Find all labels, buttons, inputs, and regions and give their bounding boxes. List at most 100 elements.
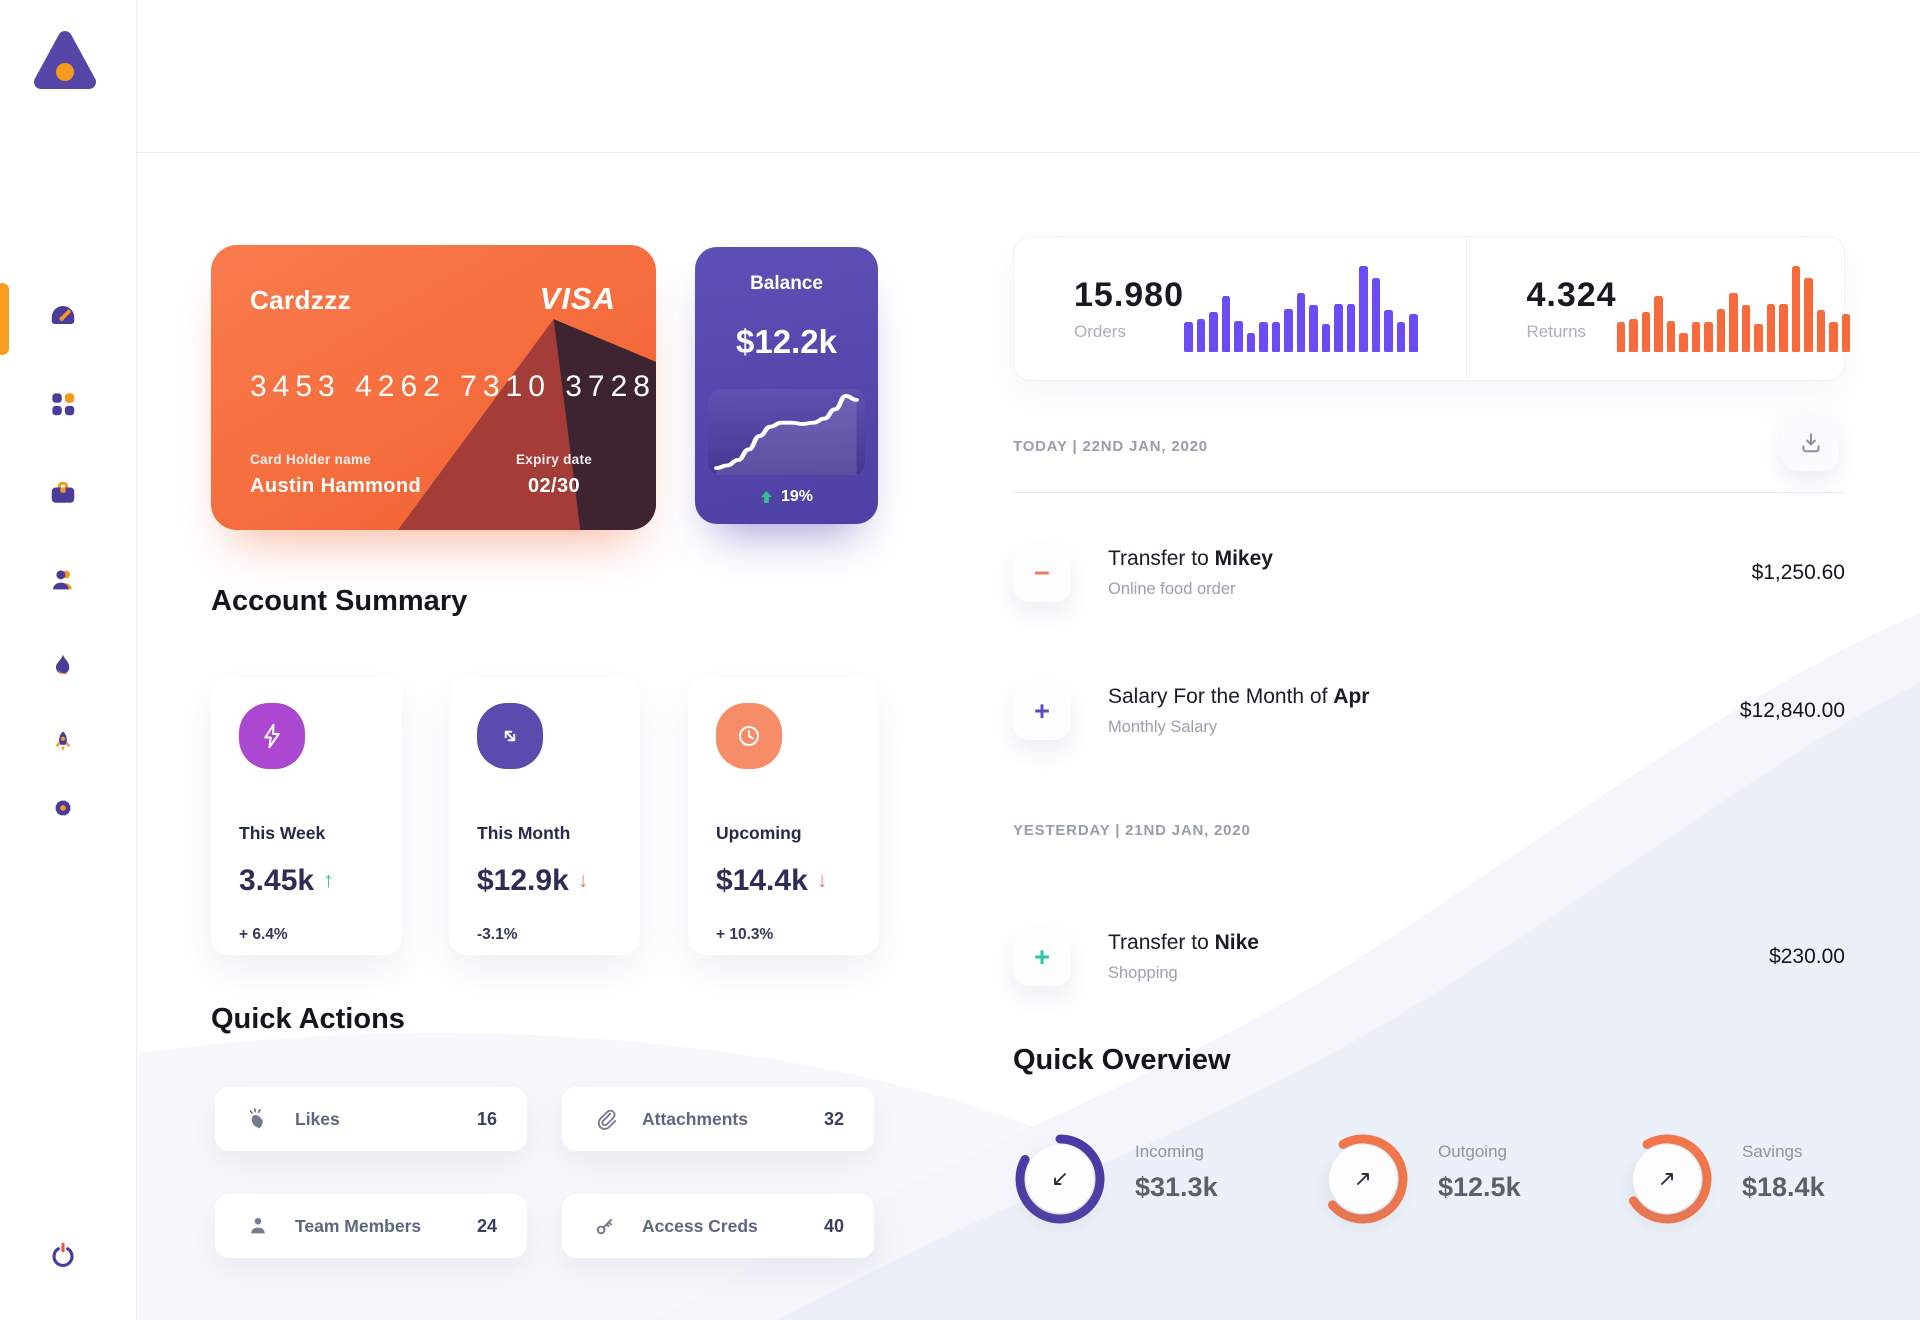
gauge-savings: Savings $18.4k: [1620, 1128, 1910, 1238]
summary-card-this-month: This Month $12.9k ↓ -3.1%: [449, 677, 640, 955]
returns-bar-chart: [1616, 265, 1851, 352]
sidebar: [0, 0, 137, 1320]
orders-label: Orders: [1074, 321, 1126, 341]
app-logo: [31, 26, 99, 100]
lightning-icon: [239, 703, 305, 769]
summary-label: This Month: [477, 823, 571, 843]
balance-change: 19%: [695, 488, 878, 506]
account-summary-title: Account Summary: [211, 585, 468, 617]
clock-icon: [716, 703, 782, 769]
quick-action-count: 16: [476, 1108, 497, 1129]
arrow-up-right-icon: [1633, 1145, 1701, 1213]
clap-icon: [249, 1108, 263, 1129]
quick-action-team-members[interactable]: Team Members 24: [215, 1194, 527, 1258]
gauge-value: $31.3k: [1135, 1172, 1218, 1202]
trend-down-icon: ↓: [816, 869, 828, 892]
returns-value: 4.324: [1526, 275, 1617, 314]
summary-label: This Week: [239, 823, 326, 843]
transaction-row-mikey[interactable]: − Transfer to Mikey Online food order $1…: [1013, 540, 1845, 606]
card-nickname: Cardzzz: [250, 285, 352, 315]
quick-action-label: Likes: [295, 1108, 340, 1129]
credit-tile: +: [1013, 682, 1071, 740]
card-expiry: Expiry date 02/30: [516, 452, 592, 498]
arrow-up-icon: [761, 491, 772, 503]
trend-up-icon: ↑: [323, 869, 334, 892]
transfer-arrows-icon: [477, 703, 543, 769]
key-icon: [596, 1218, 613, 1235]
gauge-value: $18.4k: [1742, 1172, 1825, 1202]
transaction-row-nike[interactable]: + Transfer to Nike Shopping $230.00: [1013, 924, 1845, 990]
sidebar-item-team[interactable]: [48, 565, 78, 595]
card-expiry-value: 02/30: [528, 475, 581, 497]
quick-action-access-creds[interactable]: Access Creds 40: [562, 1194, 874, 1258]
summary-value: $14.4k: [716, 864, 808, 897]
gauge-incoming: Incoming $31.3k: [1013, 1128, 1303, 1238]
sidebar-item-settings[interactable]: [48, 793, 78, 823]
today-date-header: TODAY | 22ND JAN, 2020: [1013, 438, 1208, 455]
card-number: 3453 4262 7310 3728: [250, 370, 656, 403]
arrow-up-right-icon: [1329, 1145, 1397, 1213]
gauge-outgoing: Outgoing $12.5k: [1316, 1128, 1606, 1238]
credit-card: Cardzzz VISA 3453 4262 7310 3728 Card Ho…: [211, 245, 656, 530]
member-icon: [251, 1217, 265, 1234]
summary-card-upcoming: Upcoming $14.4k ↓ + 10.3%: [688, 677, 879, 955]
rocket-icon: [55, 731, 71, 752]
quick-action-attachments[interactable]: Attachments 32: [562, 1087, 874, 1151]
active-nav-indicator: [0, 283, 9, 355]
gauge-label: Savings: [1742, 1142, 1803, 1161]
transaction-subtitle: Shopping: [1108, 964, 1178, 982]
card-holder-label: Card Holder name: [250, 452, 372, 467]
briefcase-icon: [51, 481, 75, 503]
orders-bar-chart: [1184, 265, 1418, 352]
transaction-title: Transfer to Nike: [1108, 931, 1259, 954]
quick-action-count: 40: [823, 1215, 844, 1236]
quick-action-label: Access Creds: [642, 1215, 758, 1236]
transaction-subtitle: Online food order: [1108, 580, 1236, 598]
quick-overview-title: Quick Overview: [1013, 1044, 1231, 1076]
minus-icon: −: [1034, 557, 1050, 588]
quick-action-likes[interactable]: Likes 16: [215, 1087, 527, 1151]
debit-tile: −: [1013, 544, 1071, 602]
sidebar-item-trending[interactable]: [48, 651, 78, 681]
returns-stat: 4.324 Returns: [1467, 237, 1899, 380]
card-expiry-label: Expiry date: [516, 452, 593, 467]
sidebar-item-launch[interactable]: [48, 728, 78, 758]
orders-stat: 15.980 Orders: [1014, 237, 1467, 380]
summary-value: 3.45k: [239, 864, 315, 897]
users-icon: [53, 570, 72, 590]
speedometer-icon: [51, 306, 75, 324]
yesterday-date-header: YESTERDAY | 21ND JAN, 2020: [1013, 822, 1251, 839]
transaction-amount: $230.00: [1769, 945, 1845, 968]
quick-action-label: Team Members: [295, 1215, 422, 1236]
gauge-label: Incoming: [1135, 1142, 1204, 1161]
arrow-down-left-icon: [1026, 1145, 1094, 1213]
quick-action-count: 24: [476, 1215, 497, 1236]
transaction-title: Transfer to Mikey: [1108, 547, 1273, 570]
gauge-value: $12.5k: [1438, 1172, 1521, 1202]
sidebar-item-dashboard[interactable]: [48, 301, 78, 331]
download-icon: [1801, 432, 1820, 452]
balance-change-value: 19%: [780, 488, 814, 505]
card-holder-name: Austin Hammond: [250, 475, 422, 497]
summary-label: Upcoming: [716, 823, 802, 843]
balance-value: $12.2k: [736, 323, 837, 360]
summary-change: -3.1%: [477, 926, 518, 943]
credit-tile: +: [1013, 928, 1071, 986]
sidebar-item-work[interactable]: [48, 478, 78, 508]
transaction-row-salary[interactable]: + Salary For the Month of Apr Monthly Sa…: [1013, 678, 1845, 744]
balance-sparkline: [714, 393, 859, 475]
plus-icon: +: [1034, 941, 1050, 972]
orders-value: 15.980: [1074, 275, 1184, 314]
quick-action-count: 32: [823, 1108, 844, 1129]
returns-label: Returns: [1526, 321, 1587, 341]
paperclip-icon: [597, 1109, 617, 1130]
flame-icon: [56, 654, 70, 675]
download-statement-button[interactable]: [1782, 414, 1839, 471]
summary-change: + 6.4%: [239, 926, 288, 943]
visa-logo: VISA: [539, 281, 616, 316]
summary-card-this-week: This Week 3.45k ↑ + 6.4%: [211, 677, 402, 955]
sidebar-item-apps[interactable]: [48, 389, 78, 419]
summary-value: $12.9k: [477, 864, 569, 897]
logout-button[interactable]: [48, 1240, 78, 1270]
power-icon: [52, 1242, 74, 1267]
